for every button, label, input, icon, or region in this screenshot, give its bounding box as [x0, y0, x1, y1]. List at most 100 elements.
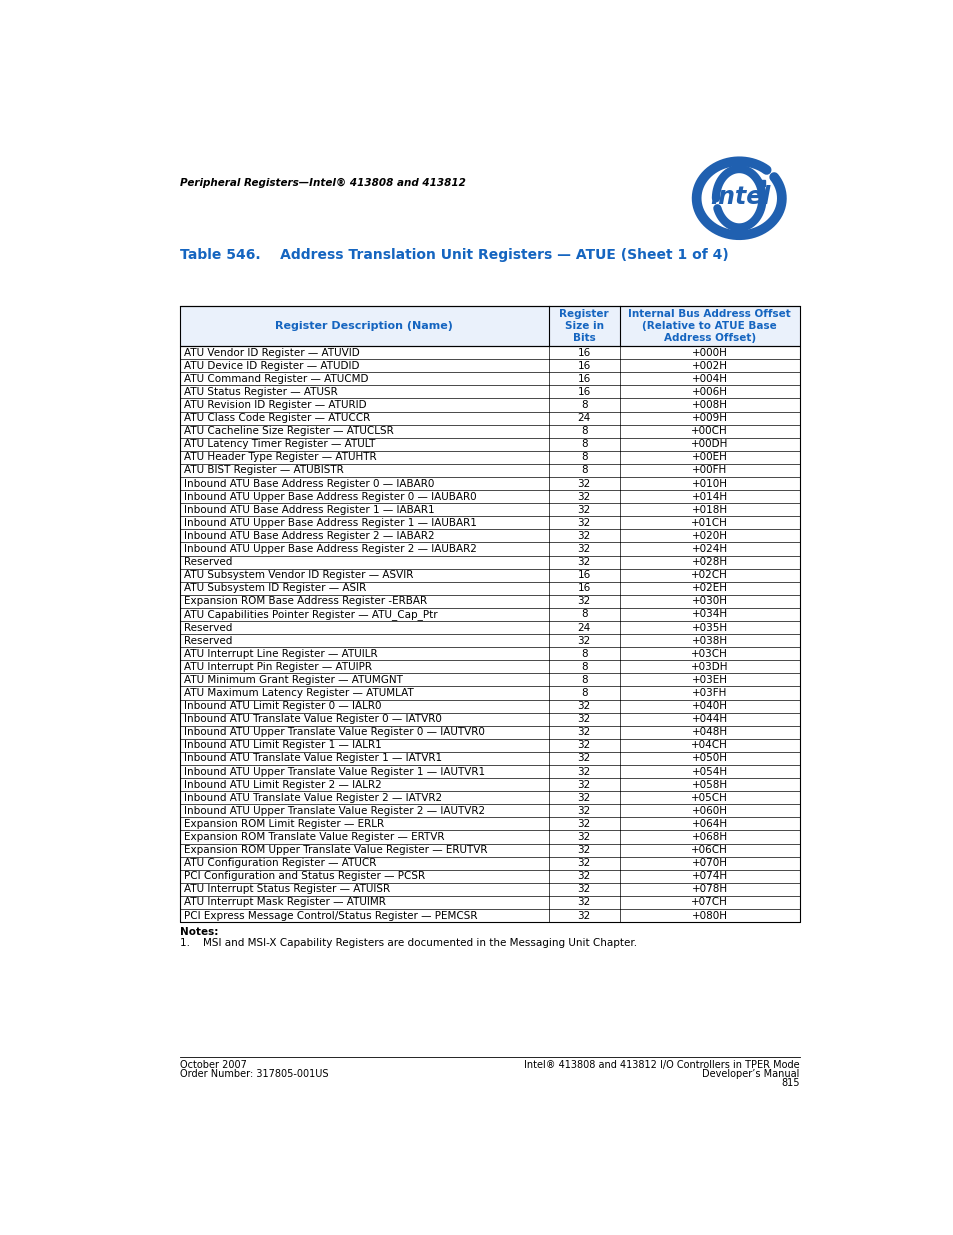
- Text: ATU Latency Timer Register — ATULT: ATU Latency Timer Register — ATULT: [183, 440, 375, 450]
- Text: Developer’s Manual: Developer’s Manual: [701, 1070, 799, 1079]
- Text: 1.    MSI and MSI-X Capability Registers are documented in the Messaging Unit Ch: 1. MSI and MSI-X Capability Registers ar…: [179, 939, 637, 948]
- Text: 16: 16: [577, 387, 590, 396]
- Text: +05CH: +05CH: [691, 793, 727, 803]
- Text: 815: 815: [781, 1078, 799, 1088]
- Text: +040H: +040H: [691, 701, 727, 711]
- Text: +018H: +018H: [691, 505, 727, 515]
- Text: +074H: +074H: [691, 871, 727, 882]
- Text: 32: 32: [577, 505, 590, 515]
- Text: 16: 16: [577, 347, 590, 358]
- Text: ATU Cacheline Size Register — ATUCLSR: ATU Cacheline Size Register — ATUCLSR: [183, 426, 393, 436]
- Text: 24: 24: [577, 622, 590, 632]
- Text: ATU Configuration Register — ATUCR: ATU Configuration Register — ATUCR: [183, 858, 375, 868]
- Text: +070H: +070H: [691, 858, 727, 868]
- Text: 8: 8: [580, 466, 587, 475]
- Text: 32: 32: [577, 832, 590, 842]
- Text: +002H: +002H: [691, 361, 727, 370]
- Text: Inbound ATU Limit Register 2 — IALR2: Inbound ATU Limit Register 2 — IALR2: [183, 779, 381, 789]
- Text: Inbound ATU Base Address Register 2 — IABAR2: Inbound ATU Base Address Register 2 — IA…: [183, 531, 434, 541]
- Text: 32: 32: [577, 701, 590, 711]
- Text: +024H: +024H: [691, 543, 727, 555]
- Text: ATU Interrupt Mask Register — ATUIMR: ATU Interrupt Mask Register — ATUIMR: [183, 898, 385, 908]
- Text: Intel® 413808 and 413812 I/O Controllers in TPER Mode: Intel® 413808 and 413812 I/O Controllers…: [523, 1060, 799, 1070]
- Text: ATU BIST Register — ATUBISTR: ATU BIST Register — ATUBISTR: [183, 466, 343, 475]
- Text: +038H: +038H: [691, 636, 727, 646]
- Text: +080H: +080H: [691, 910, 727, 920]
- Text: 32: 32: [577, 871, 590, 882]
- Text: +03FH: +03FH: [691, 688, 727, 698]
- Text: 8: 8: [580, 648, 587, 658]
- Text: +07CH: +07CH: [691, 898, 727, 908]
- Text: 32: 32: [577, 767, 590, 777]
- Text: ATU Device ID Register — ATUDID: ATU Device ID Register — ATUDID: [183, 361, 358, 370]
- Text: 8: 8: [580, 609, 587, 620]
- Text: 32: 32: [577, 793, 590, 803]
- Text: 32: 32: [577, 478, 590, 489]
- Text: Table 546.    Address Translation Unit Registers — ATUE (Sheet 1 of 4): Table 546. Address Translation Unit Regi…: [179, 248, 728, 262]
- Text: 8: 8: [580, 674, 587, 685]
- Text: Inbound ATU Upper Translate Value Register 0 — IAUTVR0: Inbound ATU Upper Translate Value Regist…: [183, 727, 484, 737]
- Text: +034H: +034H: [691, 609, 727, 620]
- Text: Inbound ATU Upper Translate Value Register 1 — IAUTVR1: Inbound ATU Upper Translate Value Regist…: [183, 767, 484, 777]
- Text: Inbound ATU Base Address Register 0 — IABAR0: Inbound ATU Base Address Register 0 — IA…: [183, 478, 434, 489]
- Text: ATU Interrupt Status Register — ATUISR: ATU Interrupt Status Register — ATUISR: [183, 884, 389, 894]
- Text: 32: 32: [577, 740, 590, 751]
- Text: +060H: +060H: [691, 805, 727, 816]
- Text: +054H: +054H: [691, 767, 727, 777]
- Text: Inbound ATU Base Address Register 1 — IABAR1: Inbound ATU Base Address Register 1 — IA…: [183, 505, 434, 515]
- Text: October 2007: October 2007: [179, 1060, 246, 1070]
- Text: +00FH: +00FH: [692, 466, 726, 475]
- Text: 16: 16: [577, 583, 590, 593]
- Text: Expansion ROM Translate Value Register — ERTVR: Expansion ROM Translate Value Register —…: [183, 832, 443, 842]
- Text: ATU Subsystem Vendor ID Register — ASVIR: ATU Subsystem Vendor ID Register — ASVIR: [183, 571, 413, 580]
- Text: +02CH: +02CH: [691, 571, 727, 580]
- Text: Reserved: Reserved: [183, 622, 232, 632]
- Text: 32: 32: [577, 779, 590, 789]
- Text: 32: 32: [577, 819, 590, 829]
- Text: intel: intel: [710, 185, 770, 209]
- Text: ATU Header Type Register — ATUHTR: ATU Header Type Register — ATUHTR: [183, 452, 375, 462]
- Text: +044H: +044H: [691, 714, 727, 724]
- Text: Reserved: Reserved: [183, 557, 232, 567]
- Text: +01CH: +01CH: [691, 517, 727, 527]
- Text: ATU Interrupt Pin Register — ATUIPR: ATU Interrupt Pin Register — ATUIPR: [183, 662, 371, 672]
- Text: +03EH: +03EH: [691, 674, 727, 685]
- Text: ATU Subsystem ID Register — ASIR: ATU Subsystem ID Register — ASIR: [183, 583, 365, 593]
- Text: +00CH: +00CH: [691, 426, 727, 436]
- Text: 16: 16: [577, 374, 590, 384]
- Text: 32: 32: [577, 636, 590, 646]
- Text: Inbound ATU Upper Base Address Register 1 — IAUBAR1: Inbound ATU Upper Base Address Register …: [183, 517, 476, 527]
- Text: 8: 8: [580, 688, 587, 698]
- Text: +008H: +008H: [691, 400, 727, 410]
- Text: +006H: +006H: [691, 387, 727, 396]
- Text: Peripheral Registers—Intel® 413808 and 413812: Peripheral Registers—Intel® 413808 and 4…: [179, 178, 465, 188]
- Text: +00DH: +00DH: [690, 440, 728, 450]
- Text: 32: 32: [577, 492, 590, 501]
- Text: Reserved: Reserved: [183, 636, 232, 646]
- Text: Inbound ATU Limit Register 0 — IALR0: Inbound ATU Limit Register 0 — IALR0: [183, 701, 380, 711]
- Text: +014H: +014H: [691, 492, 727, 501]
- Text: 32: 32: [577, 910, 590, 920]
- Text: Notes:: Notes:: [179, 927, 218, 937]
- Text: +028H: +028H: [691, 557, 727, 567]
- Text: +000H: +000H: [691, 347, 727, 358]
- Text: 32: 32: [577, 517, 590, 527]
- Text: ATU Revision ID Register — ATURID: ATU Revision ID Register — ATURID: [183, 400, 366, 410]
- Text: 32: 32: [577, 597, 590, 606]
- Text: 32: 32: [577, 543, 590, 555]
- Text: +050H: +050H: [691, 753, 727, 763]
- Text: PCI Configuration and Status Register — PCSR: PCI Configuration and Status Register — …: [183, 871, 424, 882]
- Text: +035H: +035H: [691, 622, 727, 632]
- Text: 32: 32: [577, 714, 590, 724]
- Bar: [179, 346, 799, 923]
- Text: Expansion ROM Upper Translate Value Register — ERUTVR: Expansion ROM Upper Translate Value Regi…: [183, 845, 487, 855]
- Text: Expansion ROM Base Address Register -ERBAR: Expansion ROM Base Address Register -ERB…: [183, 597, 426, 606]
- Text: Inbound ATU Upper Base Address Register 2 — IAUBAR2: Inbound ATU Upper Base Address Register …: [183, 543, 476, 555]
- Text: ATU Class Code Register — ATUCCR: ATU Class Code Register — ATUCCR: [183, 412, 370, 424]
- Text: +064H: +064H: [691, 819, 727, 829]
- Bar: [179, 306, 799, 346]
- Text: 32: 32: [577, 805, 590, 816]
- Text: Inbound ATU Upper Translate Value Register 2 — IAUTVR2: Inbound ATU Upper Translate Value Regist…: [183, 805, 484, 816]
- Text: ATU Command Register — ATUCMD: ATU Command Register — ATUCMD: [183, 374, 368, 384]
- Text: 32: 32: [577, 884, 590, 894]
